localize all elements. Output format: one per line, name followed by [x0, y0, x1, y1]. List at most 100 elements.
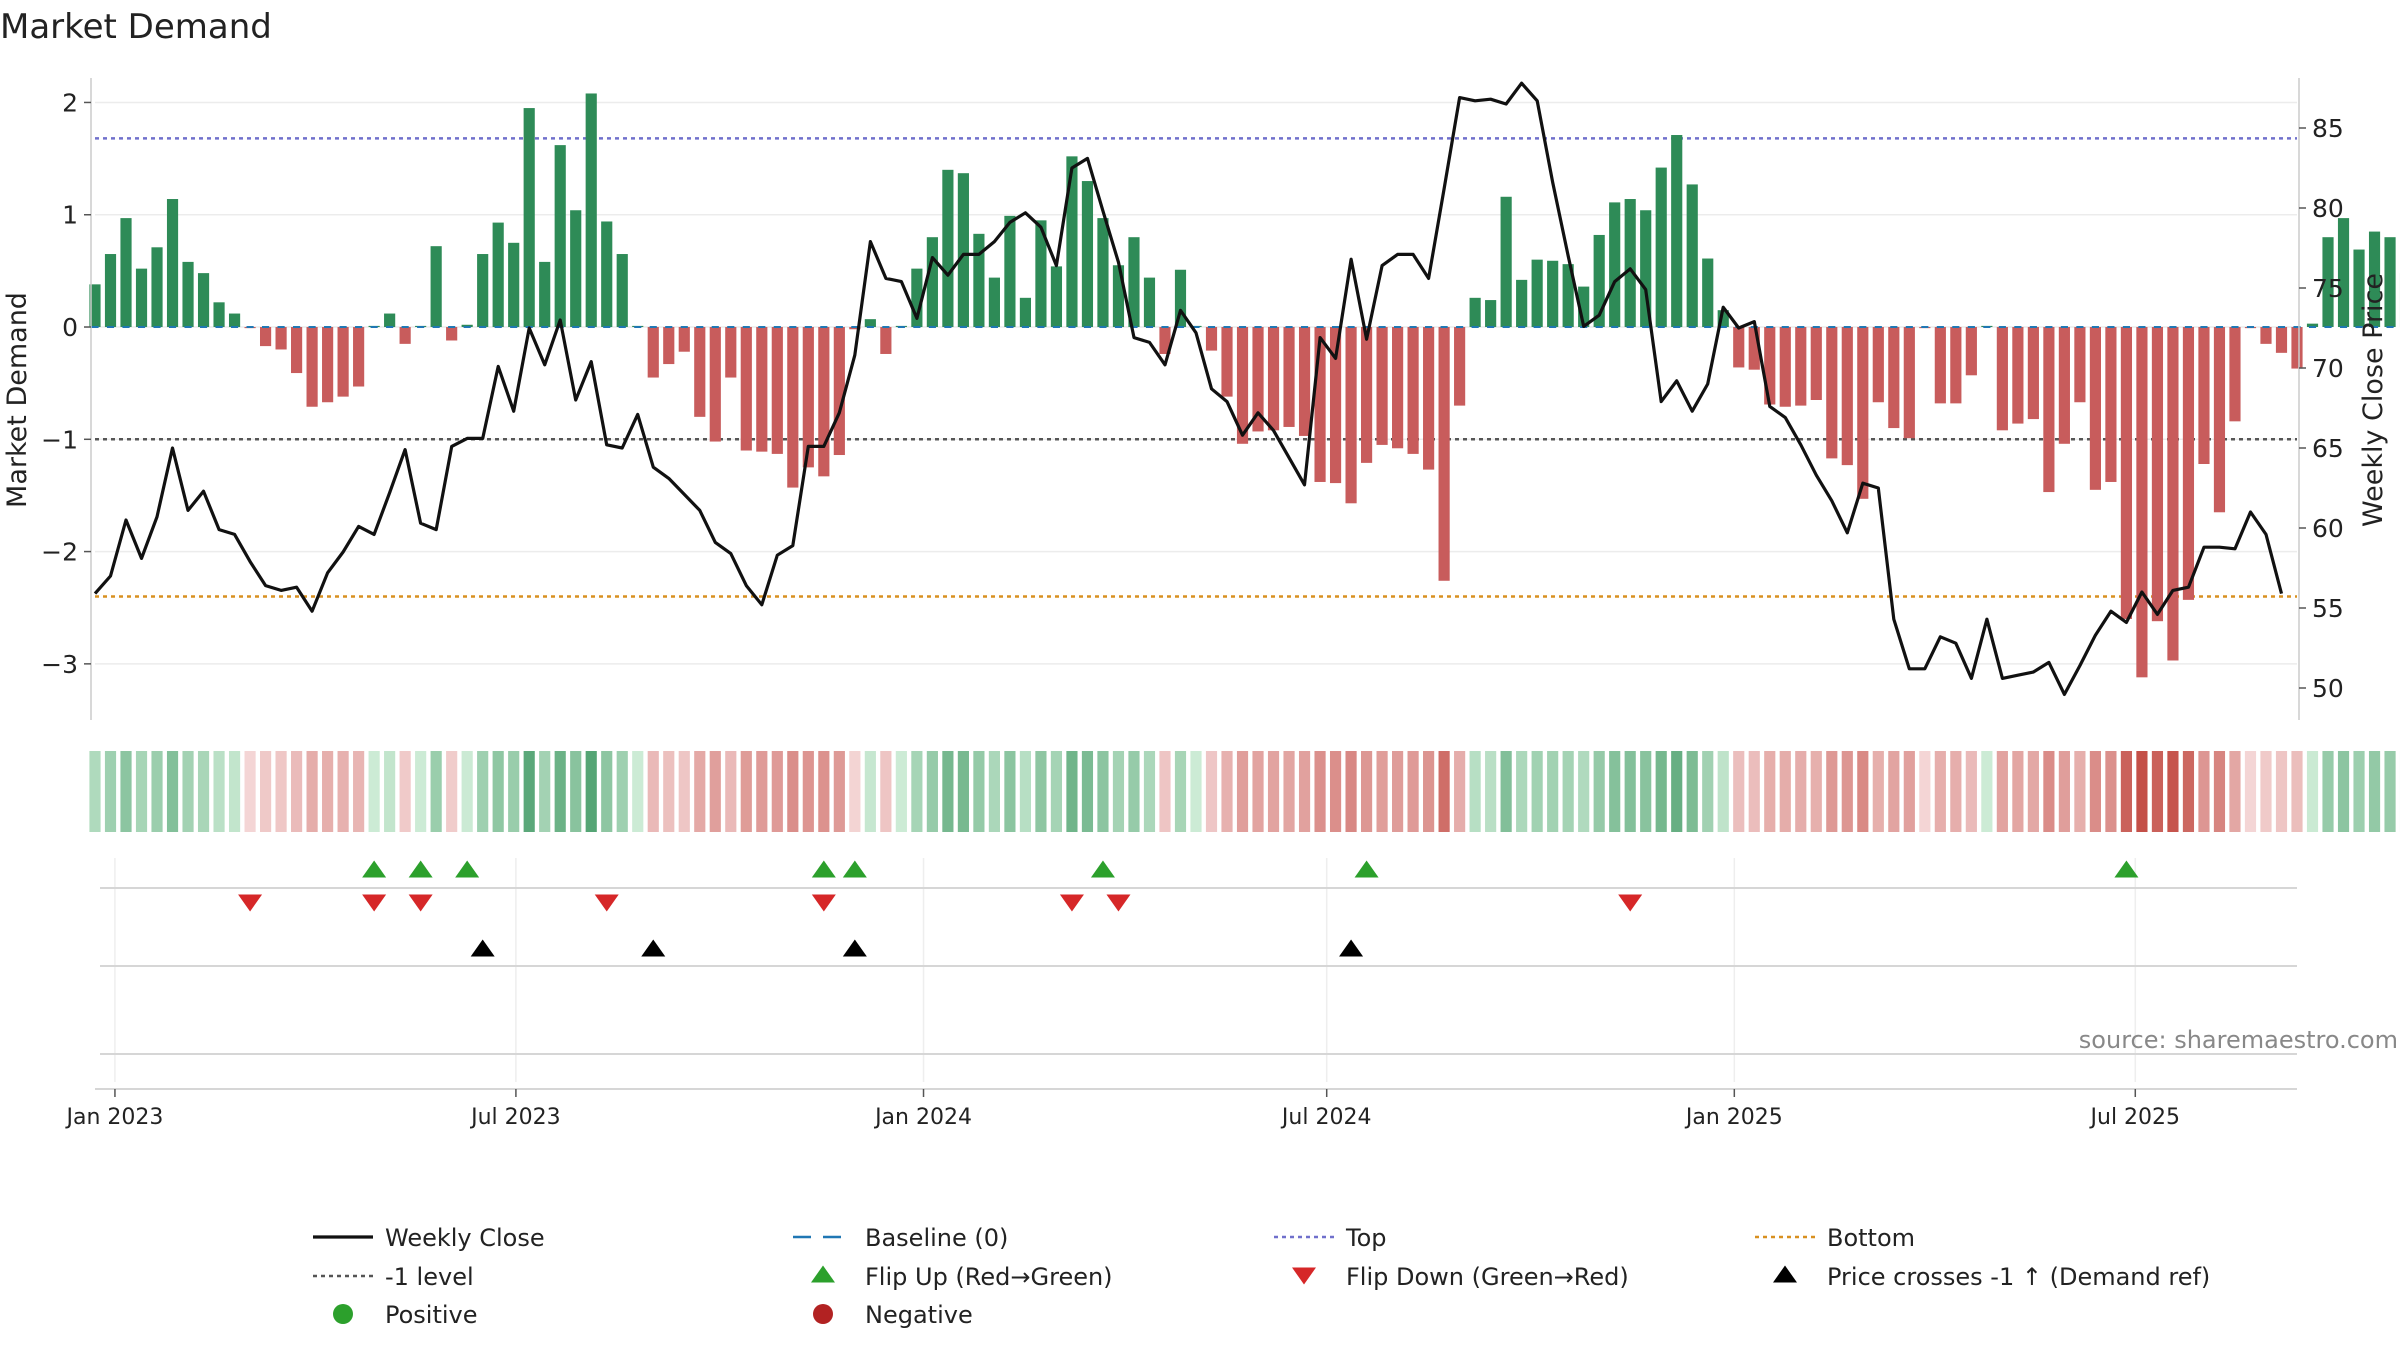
legend-item: Top — [1274, 1224, 1387, 1252]
y-tick-label-right: 55 — [2312, 594, 2344, 623]
demand-bar — [1267, 327, 1280, 431]
demand-bar — [663, 327, 675, 365]
heat-cell — [647, 751, 659, 832]
heat-cell — [1283, 751, 1295, 832]
heat-cell — [1438, 751, 1450, 832]
demand-bar — [508, 242, 520, 328]
heat-cell — [2136, 751, 2148, 832]
demand-bar — [1516, 279, 1528, 328]
heat-cell — [244, 751, 256, 832]
heat-cell — [337, 751, 349, 832]
demand-bar — [1686, 184, 1698, 328]
demand-bar — [802, 327, 814, 468]
heat-cell — [89, 751, 101, 832]
heat-cell — [135, 751, 148, 832]
heat-cell — [2275, 751, 2288, 832]
legend-item: Flip Up (Red→Green) — [811, 1263, 1113, 1291]
demand-bar — [1205, 327, 1218, 351]
heat-cell — [849, 751, 861, 832]
heat-cell — [213, 751, 225, 832]
legend-label: Price crosses -1 ↑ (Demand ref) — [1827, 1263, 2210, 1291]
heat-cell — [1050, 751, 1063, 832]
gridlines — [95, 101, 2297, 665]
demand-bar — [104, 254, 117, 328]
demand-bar — [1050, 266, 1063, 328]
flip-up-marker — [455, 860, 480, 878]
demand-bar — [1283, 327, 1295, 427]
heat-cell — [399, 751, 411, 832]
heat-cell — [1143, 751, 1156, 832]
axes: 2 1 0 −1 −2 −3 85 80 75 70 65 60 55 50 — [41, 78, 2344, 720]
demand-bar — [911, 268, 923, 328]
demand-bar — [725, 327, 737, 378]
demand-bar — [1066, 156, 1078, 328]
heat-cell — [1934, 751, 1946, 832]
legend-label: Weekly Close — [385, 1224, 545, 1252]
flip-up-marker — [408, 860, 433, 878]
demand-bar — [2198, 327, 2210, 464]
demand-bar — [2260, 327, 2272, 344]
heat-cell — [1345, 751, 1357, 832]
demand-bar — [1221, 327, 1233, 397]
demand-bar — [1779, 327, 1791, 407]
demand-bar — [1547, 260, 1559, 328]
heat-cell — [415, 751, 427, 832]
heat-cell — [1407, 751, 1419, 832]
heat-cell — [259, 751, 272, 832]
heat-cell — [182, 751, 194, 832]
legend-label: Flip Down (Green→Red) — [1346, 1263, 1629, 1291]
legend-item: -1 level — [313, 1263, 474, 1291]
heat-cell — [384, 751, 396, 832]
heat-cell — [725, 751, 737, 832]
heat-cell — [1826, 751, 1838, 832]
heat-cell — [1190, 751, 1202, 832]
heat-cell — [1795, 751, 1807, 832]
demand-bar — [1996, 327, 2008, 431]
heat-cell — [1531, 751, 1543, 832]
legend-label: Baseline (0) — [865, 1224, 1008, 1252]
heat-cell — [957, 751, 969, 832]
legend-label: Flip Up (Red→Green) — [865, 1263, 1113, 1291]
x-tick-label: Jan 2023 — [64, 1105, 163, 1130]
demand-bar — [2043, 327, 2055, 493]
chart-title: Market Demand — [0, 7, 272, 47]
demand-bar — [647, 327, 659, 378]
demand-bar — [182, 261, 194, 328]
demand-bar — [135, 268, 148, 328]
y-axis-right-label: Weekly Close Price — [2358, 273, 2389, 527]
flip-down-marker — [362, 894, 387, 912]
heat-cell — [1609, 751, 1621, 832]
demand-bar — [1252, 327, 1264, 432]
demand-bar — [1578, 286, 1590, 328]
demand-bar — [477, 254, 489, 328]
heat-cell — [151, 751, 163, 832]
legend-swatch — [811, 1265, 835, 1283]
demand-bar — [2384, 237, 2396, 328]
heat-cell — [1423, 751, 1435, 832]
heat-cell — [2260, 751, 2272, 832]
heat-cell — [197, 751, 210, 832]
demand-bar — [1562, 264, 1574, 328]
demand-bar — [306, 327, 318, 407]
demand-bar — [1888, 327, 1900, 429]
demand-bar — [2074, 327, 2086, 403]
flip-up-marker — [1354, 860, 1379, 878]
heat-cell — [2167, 751, 2179, 832]
demand-bar — [2337, 218, 2350, 328]
demand-bar — [353, 327, 365, 387]
demand-bar — [585, 93, 597, 328]
heat-cell — [1469, 751, 1481, 832]
heat-cell — [1097, 751, 1109, 832]
y-tick-label-right: 70 — [2312, 354, 2344, 383]
demand-bar — [259, 327, 272, 347]
legend-label: -1 level — [385, 1263, 474, 1291]
legend-item: Flip Down (Green→Red) — [1292, 1263, 1629, 1291]
demand-bar — [492, 222, 504, 328]
demand-bar — [1872, 327, 1884, 403]
demand-bar — [2089, 327, 2101, 490]
heat-cell — [166, 751, 179, 832]
demand-bar — [166, 199, 179, 328]
demand-bar — [1903, 327, 1915, 439]
heat-cell — [988, 751, 1000, 832]
x-tick-label: Jan 2025 — [1684, 1105, 1783, 1130]
